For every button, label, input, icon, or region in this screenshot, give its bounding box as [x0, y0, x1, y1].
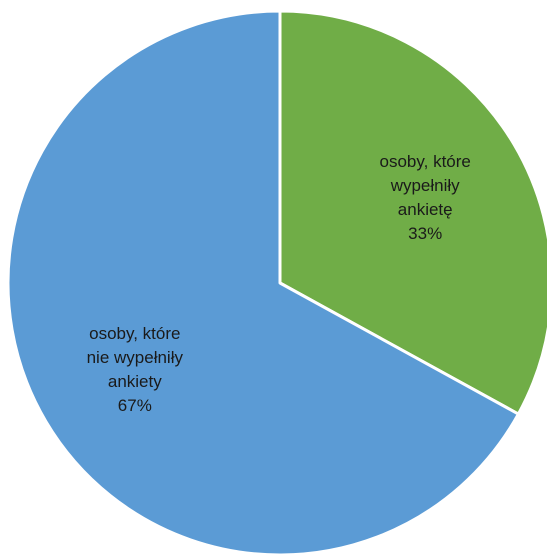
pie-slice-label-1: osoby, które nie wypełniły ankiety 67%	[87, 324, 184, 415]
pie-slice-label-line: osoby, które	[89, 324, 180, 343]
pie-slice-label-0: osoby, które wypełniły ankietę 33%	[380, 152, 471, 243]
pie-labels: osoby, które wypełniły ankietę 33%osoby, kt…	[87, 152, 471, 415]
pie-slices	[6, 9, 547, 554]
pie-slice-0	[278, 9, 547, 416]
pie-slice-label-line: nie wypełniły	[87, 348, 184, 367]
pie-slice-label-line: ankietę	[398, 200, 453, 219]
pie-slice-1	[6, 9, 520, 554]
pie-slice-label-line: osoby, które	[380, 152, 471, 171]
pie-slice-label-line: wypełniły	[390, 176, 460, 195]
pie-slice-percent: 67%	[118, 396, 152, 415]
pie-slice-percent: 33%	[408, 224, 442, 243]
pie-slice-label-line: ankiety	[108, 372, 162, 391]
